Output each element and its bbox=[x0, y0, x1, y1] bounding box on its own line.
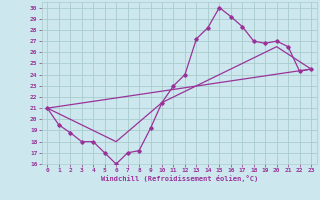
X-axis label: Windchill (Refroidissement éolien,°C): Windchill (Refroidissement éolien,°C) bbox=[100, 175, 258, 182]
